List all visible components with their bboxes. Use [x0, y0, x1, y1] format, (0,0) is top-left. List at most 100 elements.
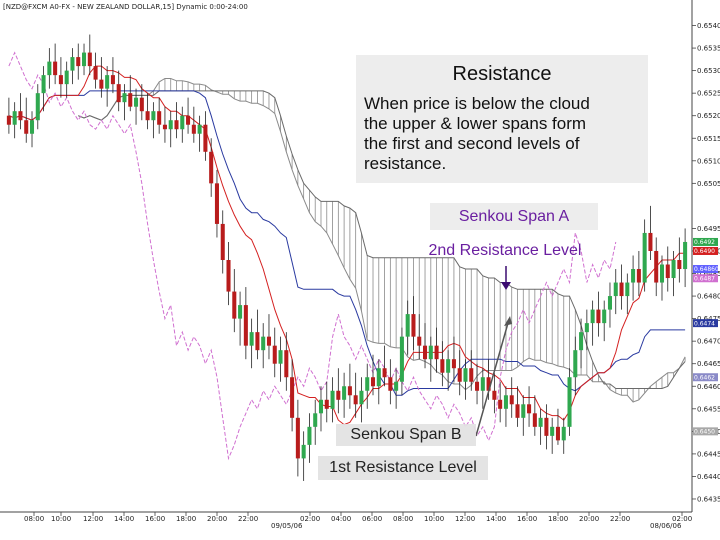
candle	[532, 395, 537, 436]
price-tag: 0.6492	[693, 237, 718, 246]
senkou-span-a-label: Senkou Span A	[430, 203, 598, 230]
candle	[290, 359, 295, 432]
candle	[301, 431, 306, 481]
kijun-line	[8, 90, 686, 396]
x-tick-label: 04:00	[331, 515, 351, 523]
candle	[197, 115, 202, 152]
date-label-1: 09/05/06	[271, 522, 303, 530]
candle	[382, 345, 387, 387]
candle	[255, 309, 260, 360]
candle	[342, 372, 347, 418]
candle	[313, 399, 318, 445]
candle	[214, 169, 219, 238]
svg-text:0.6462: 0.6462	[694, 374, 715, 381]
candle	[434, 327, 439, 373]
svg-text:0.64860: 0.64860	[694, 266, 719, 273]
x-tick-label: 10:00	[424, 515, 444, 523]
candle	[607, 282, 612, 328]
x-tick-label: 12:00	[455, 515, 475, 523]
candle	[70, 48, 75, 85]
candle	[249, 318, 254, 369]
senkou-span-a-line	[78, 78, 686, 403]
candle	[365, 363, 370, 409]
candle	[636, 250, 641, 297]
candle	[677, 237, 682, 283]
second-resistance-label: 2nd Resistance Level	[428, 242, 582, 259]
price-tag: 0.6450	[693, 427, 718, 436]
candle	[278, 336, 283, 382]
candle	[134, 88, 139, 125]
candle	[29, 111, 35, 148]
candle	[498, 381, 503, 423]
y-tick-label: 0.6495	[697, 225, 720, 233]
annotation-arrows	[475, 266, 512, 437]
candle	[538, 408, 543, 445]
candle	[584, 309, 589, 351]
x-tick-label: 12:00	[83, 515, 103, 523]
x-tick-label: 18:00	[548, 515, 568, 523]
candle	[209, 138, 214, 197]
candle	[261, 323, 266, 369]
candle	[446, 350, 451, 391]
y-tick-label: 0.6440	[697, 473, 720, 481]
candle	[492, 372, 497, 414]
y-tick-label: 0.6505	[697, 180, 720, 188]
y-tick-label: 0.6535	[697, 45, 720, 53]
y-tick-label: 0.6435	[697, 495, 720, 503]
candle	[295, 399, 300, 477]
candle	[157, 97, 162, 134]
y-tick-label: 0.6525	[697, 90, 720, 98]
candle	[555, 408, 560, 445]
candle	[376, 359, 381, 405]
candle	[527, 386, 532, 427]
candle	[683, 228, 688, 288]
candle	[428, 336, 433, 382]
candle	[226, 241, 231, 306]
candle	[423, 323, 428, 369]
candle	[24, 97, 29, 143]
candle	[440, 341, 445, 387]
y-tick-label: 0.6460	[697, 383, 720, 391]
y-tick-label: 0.6510	[697, 157, 720, 165]
svg-text:0.6490: 0.6490	[694, 248, 715, 255]
candle	[515, 386, 520, 427]
price-tag: 0.6487	[693, 274, 718, 282]
candle	[654, 237, 659, 297]
candle	[671, 250, 676, 297]
candle	[550, 417, 555, 454]
x-tick-label: 18:00	[176, 515, 196, 523]
candle	[336, 368, 341, 414]
candle	[122, 84, 127, 121]
candle	[58, 57, 63, 98]
candle	[359, 377, 364, 423]
candle	[35, 84, 40, 130]
price-tags: 0.6492 0.6490 0.64860 0.6487 0.6474 0.6462 0.6…	[693, 237, 719, 436]
candle	[191, 106, 196, 143]
x-tick-label: 22:00	[238, 515, 258, 523]
candle	[347, 363, 352, 409]
candle	[596, 291, 601, 337]
candle	[93, 52, 98, 89]
candle	[475, 363, 480, 405]
candle	[665, 246, 670, 292]
candle	[87, 34, 92, 76]
candle	[324, 381, 329, 423]
y-tick-label: 0.6465	[697, 360, 720, 368]
candle	[631, 255, 636, 301]
candle	[642, 219, 647, 292]
candle	[648, 205, 653, 260]
candle	[567, 368, 572, 436]
x-tick-label: 20:00	[579, 515, 599, 523]
candle	[613, 269, 618, 315]
candle	[82, 43, 87, 76]
resistance-title: Resistance	[452, 63, 552, 85]
candle	[99, 57, 104, 98]
candle	[307, 413, 312, 463]
arrow-span-b	[475, 322, 509, 437]
x-tick-label: 08:00	[393, 515, 413, 523]
indicator-lines	[8, 51, 686, 461]
candle	[503, 386, 508, 427]
price-tag: 0.6474	[693, 319, 718, 327]
candle	[64, 61, 69, 98]
candle	[266, 314, 271, 360]
